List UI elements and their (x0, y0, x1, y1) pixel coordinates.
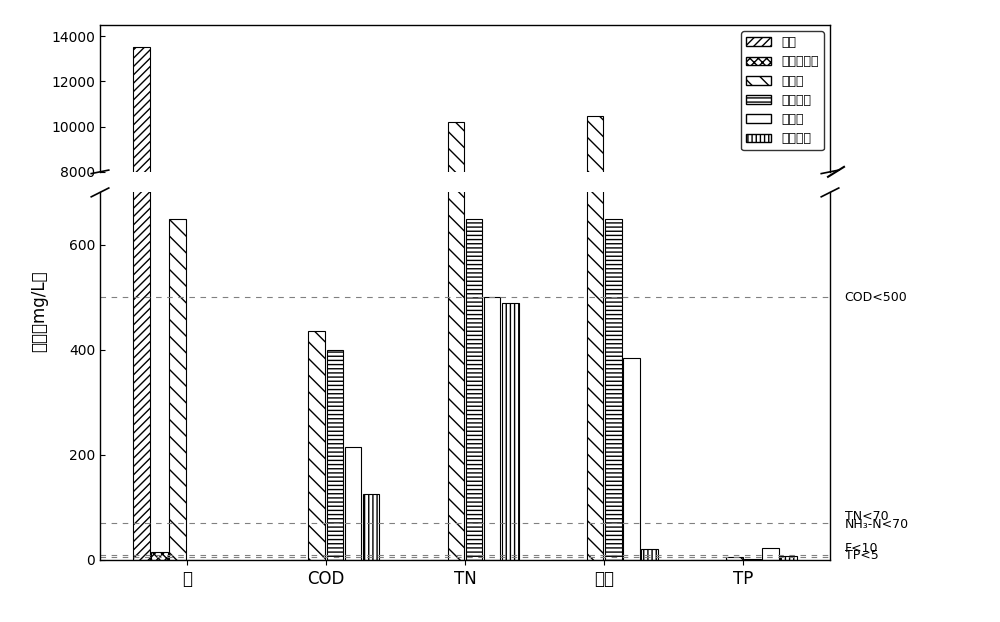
Bar (308, 343, 325, 353)
Text: COD<500: COD<500 (845, 291, 907, 304)
Bar (448, 0, 464, 560)
Bar (327, 344, 343, 353)
Bar (484, 341, 500, 353)
Bar (133, 47, 150, 353)
Text: F<10: F<10 (845, 542, 878, 555)
Bar (641, 549, 658, 560)
Bar (466, 219, 482, 560)
Bar (587, 0, 603, 560)
Bar (623, 344, 640, 353)
Bar (363, 350, 379, 353)
Bar (345, 447, 361, 560)
Text: TN<70: TN<70 (845, 510, 888, 523)
Bar (605, 338, 622, 353)
Text: 浓度（mg/L）: 浓度（mg/L） (30, 270, 48, 352)
Bar (169, 338, 186, 353)
Bar (133, 0, 150, 560)
Bar (448, 122, 464, 353)
Bar (780, 555, 797, 560)
Bar (744, 559, 761, 560)
Legend: 进水, 除氟预处理, 调节池, 短程硝化, 反硝化, 好氧硝化: 进水, 除氟预处理, 调节池, 短程硝化, 反硝化, 好氧硝化 (741, 31, 824, 151)
Bar (502, 341, 519, 353)
Bar (151, 552, 168, 560)
Bar (605, 219, 622, 560)
Bar (169, 219, 186, 560)
Bar (762, 548, 779, 560)
Bar (726, 557, 743, 560)
Text: TP<5: TP<5 (845, 549, 878, 562)
Bar (484, 297, 500, 560)
Text: NH₃-N<70: NH₃-N<70 (845, 518, 909, 531)
Bar (327, 350, 343, 560)
Bar (363, 494, 379, 560)
Bar (623, 358, 640, 560)
Bar (466, 338, 482, 353)
Bar (502, 303, 519, 560)
Bar (587, 116, 603, 353)
Bar (308, 332, 325, 560)
Bar (345, 348, 361, 353)
